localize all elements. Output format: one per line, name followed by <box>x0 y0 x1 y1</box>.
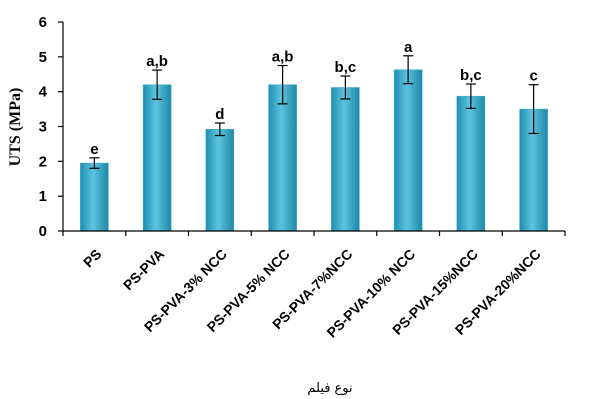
error-bar <box>152 69 163 100</box>
x-axis-title: نوع فیلم <box>307 381 352 396</box>
bar <box>80 162 109 232</box>
significance-label: b,c <box>335 59 357 76</box>
y-tick-label: 6 <box>39 14 47 31</box>
y-tick-label: 2 <box>39 153 47 170</box>
bar <box>142 84 172 232</box>
bar <box>205 129 235 232</box>
y-tick-label: 4 <box>39 84 48 101</box>
significance-label: b,c <box>460 67 482 84</box>
y-tick-label: 5 <box>39 49 47 66</box>
error-bar <box>214 122 225 137</box>
error-bar <box>340 75 351 100</box>
significance-label: a,b <box>146 53 168 70</box>
significance-label: e <box>90 141 98 158</box>
y-axis-title: UTS (MPa) <box>7 88 24 167</box>
category-label: PS <box>80 246 105 271</box>
error-bar <box>528 84 539 135</box>
significance-label: d <box>215 106 224 123</box>
significance-label: c <box>529 68 537 85</box>
bar <box>393 69 423 232</box>
bar <box>456 95 486 232</box>
error-bar <box>89 157 100 169</box>
bar <box>268 84 297 232</box>
significance-label: a <box>404 39 413 56</box>
error-bar <box>465 83 476 109</box>
error-bar <box>277 64 288 105</box>
error-bar <box>403 55 414 85</box>
bar <box>331 87 360 232</box>
significance-label: a,b <box>272 49 294 66</box>
y-tick-label: 3 <box>39 119 47 136</box>
y-tick-label: 0 <box>39 223 47 240</box>
category-label: PS-PVA <box>120 246 167 293</box>
y-tick-label: 1 <box>39 188 47 205</box>
